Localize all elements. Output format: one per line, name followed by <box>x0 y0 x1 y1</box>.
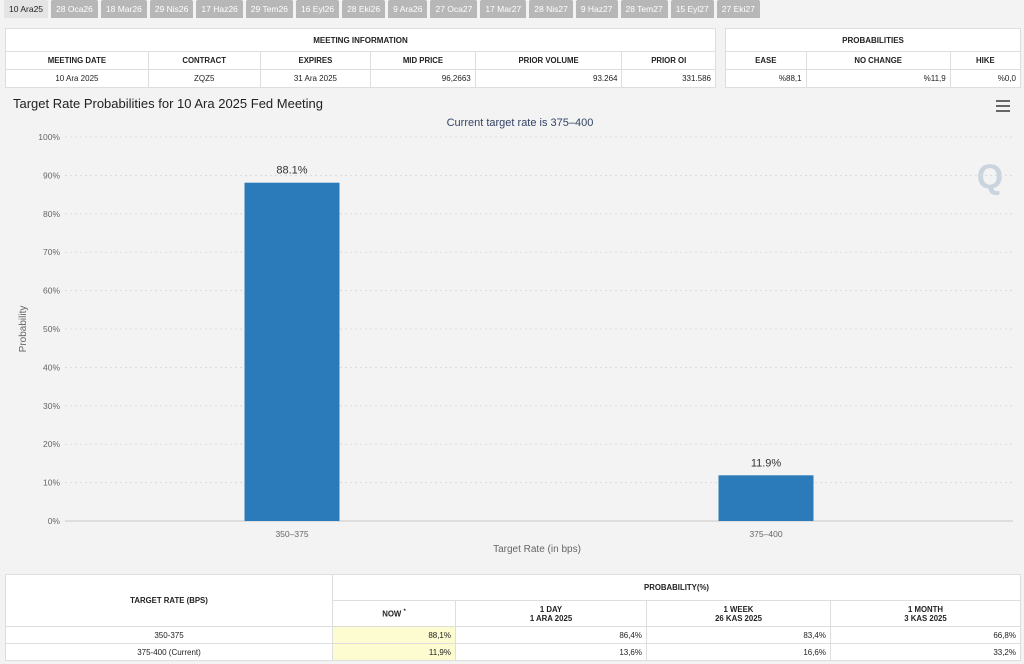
watermark-text: Q <box>977 158 1003 196</box>
tab-28-tem27[interactable]: 28 Tem27 <box>620 0 668 18</box>
header-probability: PROBABILITY(%) <box>332 574 1021 601</box>
tab-16-eyl26[interactable]: 16 Eyl26 <box>295 0 340 18</box>
y-tick-label: 70% <box>43 247 60 257</box>
y-tick-label: 100% <box>38 132 60 142</box>
meeting-information-table: MEETING INFORMATION MEETING DATE CONTRAC… <box>5 28 716 88</box>
probabilities-table: PROBABILITIES EASE NO CHANGE HIKE %88,1 … <box>725 28 1022 88</box>
header-expires: EXPIRES <box>259 51 372 70</box>
y-tick-label: 80% <box>43 209 60 219</box>
header-1-day: 1 DAY 1 ARA 2025 <box>455 600 647 627</box>
now-cell: 88,1% <box>332 626 456 644</box>
y-tick-label: 90% <box>43 170 60 180</box>
table-row: 350-375 88,1% 86,4% 83,4% 66,8% <box>5 626 1021 644</box>
day-cell: 13,6% <box>455 643 647 661</box>
week-cell: 16,6% <box>646 643 831 661</box>
y-tick-label: 20% <box>43 439 60 449</box>
chart-subtitle: Current target rate is 375–400 <box>447 117 594 129</box>
bar-chart: Current target rate is 375–400 Q Probabi… <box>18 117 1013 555</box>
meeting-date-value: 10 Ara 2025 <box>5 69 149 88</box>
header-1-month: 1 MONTH 3 KAS 2025 <box>830 600 1021 627</box>
month-cell: 66,8% <box>830 626 1021 644</box>
hamburger-menu-icon[interactable] <box>996 100 1010 112</box>
y-tick-label: 50% <box>43 324 60 334</box>
rate-cell: 350-375 <box>5 626 333 644</box>
header-ease: EASE <box>725 51 807 70</box>
prior-volume-value: 93.264 <box>474 69 623 88</box>
hike-value: %0,0 <box>949 69 1022 88</box>
day-cell: 86,4% <box>455 626 647 644</box>
x-axis-label: Target Rate (in bps) <box>493 544 581 555</box>
header-prior-oi: PRIOR OI <box>621 51 716 70</box>
header-1-week: 1 WEEK 26 KAS 2025 <box>646 600 831 627</box>
tab-27-eki27[interactable]: 27 Eki27 <box>716 0 760 18</box>
expires-value: 31 Ara 2025 <box>259 69 372 88</box>
rate-probability-table: TARGET RATE (BPS) PROBABILITY(%) NOW * 1… <box>5 574 1021 661</box>
tab-29-tem26[interactable]: 29 Tem26 <box>245 0 293 18</box>
data-label: 11.9% <box>751 457 782 469</box>
chart-panel: Target Rate Probabilities for 10 Ara 202… <box>5 92 1021 566</box>
header-hike: HIKE <box>949 51 1022 70</box>
watermark-logo-icon: Q <box>977 158 1003 196</box>
tab-18-mar26[interactable]: 18 Mar26 <box>100 0 147 18</box>
tab-17-mar27[interactable]: 17 Mar27 <box>480 0 527 18</box>
y-tick-label: 40% <box>43 362 60 372</box>
tab-15-eyl27[interactable]: 15 Eyl27 <box>670 0 714 18</box>
table-row: 375-400 (Current) 11,9% 13,6% 16,6% 33,2… <box>5 643 1021 661</box>
y-tick-label: 0% <box>48 516 61 526</box>
probabilities-title: PROBABILITIES <box>725 28 1021 52</box>
bar-375–400 <box>718 475 814 521</box>
tab-17-haz26[interactable]: 17 Haz26 <box>196 0 243 18</box>
header-target-rate: TARGET RATE (BPS) <box>5 574 333 627</box>
prior-oi-value: 331.586 <box>621 69 716 88</box>
week-cell: 83,4% <box>646 626 831 644</box>
y-axis-label: Probability <box>18 306 29 353</box>
header-mid-price: MID PRICE <box>370 51 476 70</box>
contract-value: ZQZ5 <box>147 69 261 88</box>
x-tick-label: 350–375 <box>275 529 308 539</box>
header-meeting-date: MEETING DATE <box>5 51 149 70</box>
mid-price-value: 96,2663 <box>370 69 476 88</box>
x-tick-label: 375–400 <box>749 529 782 539</box>
ease-value: %88,1 <box>725 69 807 88</box>
rate-cell: 375-400 (Current) <box>5 643 333 661</box>
header-contract: CONTRACT <box>147 51 261 70</box>
header-now: NOW * <box>332 600 456 627</box>
tab-29-nis26[interactable]: 29 Nis26 <box>149 0 194 18</box>
tab-10-ara25[interactable]: 10 Ara25 <box>4 0 49 18</box>
no-change-value: %11,9 <box>805 69 951 88</box>
meeting-tabs: 10 Ara25 28 Oca26 18 Mar26 29 Nis26 17 H… <box>4 0 760 18</box>
y-tick-label: 60% <box>43 286 60 296</box>
meeting-information-title: MEETING INFORMATION <box>5 28 716 52</box>
tab-28-oca26[interactable]: 28 Oca26 <box>51 0 98 18</box>
tab-9-haz27[interactable]: 9 Haz27 <box>575 0 618 18</box>
tab-28-eki26[interactable]: 28 Eki26 <box>342 0 386 18</box>
y-tick-label: 10% <box>43 478 60 488</box>
now-cell: 11,9% <box>332 643 456 661</box>
tab-27-oca27[interactable]: 27 Oca27 <box>430 0 478 18</box>
bar-350–375 <box>244 182 340 522</box>
y-tick-label: 30% <box>43 401 60 411</box>
month-cell: 33,2% <box>830 643 1021 661</box>
chart-title: Target Rate Probabilities for 10 Ara 202… <box>13 96 324 111</box>
data-label: 88.1% <box>276 165 307 177</box>
header-no-change: NO CHANGE <box>805 51 951 70</box>
header-prior-volume: PRIOR VOLUME <box>474 51 623 70</box>
tab-9-ara26[interactable]: 9 Ara26 <box>388 0 428 18</box>
tab-28-nis27[interactable]: 28 Nis27 <box>529 0 573 18</box>
